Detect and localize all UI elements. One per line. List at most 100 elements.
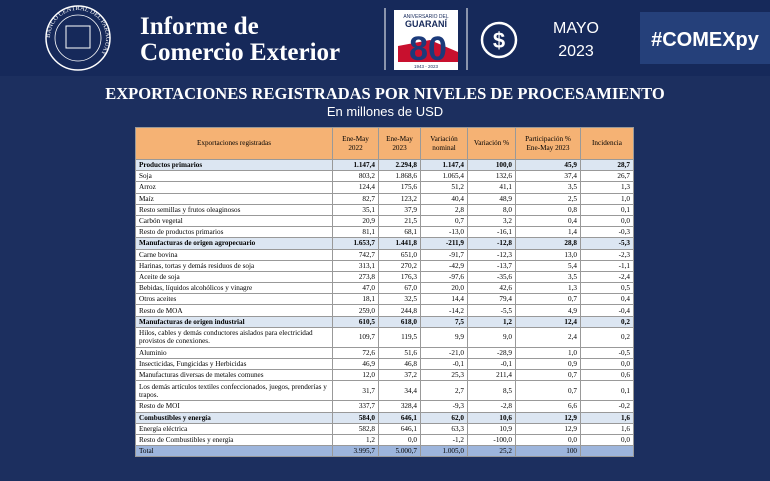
anniv-years: 1943 - 2023 bbox=[414, 64, 439, 69]
table-cell: Otros aceites bbox=[135, 293, 333, 306]
table-cell: 119,5 bbox=[378, 326, 421, 348]
table-cell: 47,0 bbox=[332, 282, 379, 295]
column-header: Variación % bbox=[467, 127, 516, 160]
table-cell: 26,7 bbox=[580, 170, 634, 183]
table-cell: 175,6 bbox=[378, 181, 421, 194]
table-cell: 3,2 bbox=[467, 214, 516, 228]
table-cell: 51,6 bbox=[378, 346, 421, 360]
table-cell: 0,9 bbox=[515, 357, 581, 371]
table-cell: Resto de productos primarios bbox=[135, 226, 333, 239]
table-cell: 25,3 bbox=[420, 369, 468, 382]
table-cell: 1,2 bbox=[332, 433, 379, 447]
dollar-icon bbox=[480, 21, 518, 59]
table-cell: -0,3 bbox=[580, 226, 634, 239]
table-cell: 41,1 bbox=[467, 181, 516, 194]
table-cell: 28,7 bbox=[580, 158, 634, 172]
month: MAYO bbox=[553, 20, 599, 37]
table-cell: 0,0 bbox=[378, 433, 421, 447]
column-header: Variación nominal bbox=[420, 127, 468, 160]
table-row: Los demás artículos textiles confecciona… bbox=[135, 380, 634, 402]
table-cell: -1,1 bbox=[580, 259, 634, 272]
table-row: Manufacturas de origen industrial 610,5 61… bbox=[135, 315, 634, 328]
table-cell: -13,7 bbox=[467, 259, 516, 272]
table-cell: 273,8 bbox=[332, 270, 379, 284]
table-row: Hilos, cables y demás conductores aislad… bbox=[135, 326, 634, 348]
table-cell: 12,9 bbox=[515, 422, 581, 435]
table-cell: 211,4 bbox=[467, 369, 516, 382]
table-cell: 12,9 bbox=[515, 411, 581, 424]
table-cell: 81,1 bbox=[332, 226, 379, 239]
table-cell: Combustibles y energía bbox=[135, 411, 333, 424]
table-cell: -21,0 bbox=[420, 346, 468, 360]
table-cell: 46,8 bbox=[378, 357, 421, 371]
table-cell: 1,0 bbox=[580, 192, 634, 205]
table-cell: 1.868,6 bbox=[378, 170, 421, 183]
table-row: Resto de productos primarios 81,1 68,1 -13,… bbox=[135, 226, 634, 239]
table-cell: 124,4 bbox=[332, 181, 379, 194]
table-cell: 20,9 bbox=[332, 214, 379, 228]
table-title: EXPORTACIONES REGISTRADAS POR NIVELES DE… bbox=[105, 84, 665, 103]
table-cell: 0,8 bbox=[515, 203, 581, 216]
table-row: Aluminio 72,6 51,6 -21,0 -28,9 1,0 -0,5 bbox=[135, 346, 634, 360]
table-cell: -91,7 bbox=[420, 248, 468, 261]
table-cell: 1.005,0 bbox=[420, 445, 468, 458]
table-cell: -0,5 bbox=[580, 346, 634, 360]
table-row: Resto de Combustibles y energía 1,2 0,0 -1,… bbox=[135, 433, 634, 447]
table-cell: 1,6 bbox=[580, 422, 634, 435]
header-graphics: BANCO CENTRAL DEL PARAGUAY ANIVERSARIO D… bbox=[45, 5, 770, 71]
table-row: Otros aceites 18,1 32,5 14,4 79,4 0,7 0,4 bbox=[135, 293, 634, 306]
table-cell: 100 bbox=[515, 445, 581, 458]
table-cell: 34,4 bbox=[378, 380, 421, 402]
table-row: Carne bovina 742,7 651,0 -91,7 -12,3 13,0 -2,3 bbox=[135, 248, 634, 261]
table-cell: 37,4 bbox=[515, 170, 581, 183]
table-cell: Manufacturas de origen agropecuario bbox=[135, 237, 333, 250]
logo-ring bbox=[45, 5, 111, 71]
table-cell: 337,7 bbox=[332, 400, 379, 413]
table-cell: -5,3 bbox=[580, 237, 634, 250]
table-cell: -1,2 bbox=[420, 433, 468, 447]
logo-text: BANCO CENTRAL DEL PARAGUAY bbox=[45, 5, 111, 57]
table-cell: 0,2 bbox=[580, 315, 634, 328]
table-cell: 35,1 bbox=[332, 203, 379, 216]
table-cell: 270,2 bbox=[378, 259, 421, 272]
table-cell: 7,5 bbox=[420, 315, 468, 328]
table-row: Resto semillas y frutos oleaginosos 35,1 3… bbox=[135, 203, 634, 216]
table-cell: 0,1 bbox=[580, 203, 634, 216]
table-cell: 62,0 bbox=[420, 411, 468, 424]
table-cell: -12,8 bbox=[467, 237, 516, 250]
table-cell: -42,9 bbox=[420, 259, 468, 272]
table-cell: Arroz bbox=[135, 181, 333, 194]
table-cell: 3.995,7 bbox=[332, 445, 379, 458]
table-cell: -12,3 bbox=[467, 248, 516, 261]
table-cell: 1,3 bbox=[580, 181, 634, 194]
table-row: Resto de MOI 337,7 328,4 -9,3 -2,8 6,6 -0,2 bbox=[135, 400, 634, 413]
flag-red bbox=[398, 40, 458, 62]
table-cell: Resto de MOA bbox=[135, 304, 333, 317]
hashtag-box bbox=[640, 12, 770, 64]
anniv-top: ANIVERSARIO DEL bbox=[403, 14, 449, 20]
table-cell: 31,7 bbox=[332, 380, 379, 402]
table-cell: 646,1 bbox=[378, 411, 421, 424]
table-cell: 12,0 bbox=[332, 369, 379, 382]
table-cell: 1.441,8 bbox=[378, 237, 421, 250]
table-cell: -13,0 bbox=[420, 226, 468, 239]
table-cell: 244,8 bbox=[378, 304, 421, 317]
report-title: Comercio Exterior bbox=[140, 39, 341, 66]
table-cell: 1.653,7 bbox=[332, 237, 379, 250]
column-header: Incidencia bbox=[580, 127, 634, 160]
table-cell: 5,4 bbox=[515, 259, 581, 272]
table-cell: 259,0 bbox=[332, 304, 379, 317]
table-cell: -5,5 bbox=[467, 304, 516, 317]
table-cell: 0,7 bbox=[420, 214, 468, 228]
table-cell: 10,9 bbox=[467, 422, 516, 435]
table-cell: 0,4 bbox=[580, 293, 634, 306]
table-cell: 8,5 bbox=[467, 380, 516, 402]
exports-table: Exportaciones registradas Ene-May 2022 Ene… bbox=[135, 127, 634, 458]
table-cell: 3,5 bbox=[515, 270, 581, 284]
table-cell: 68,1 bbox=[378, 226, 421, 239]
table-cell: 0,7 bbox=[515, 380, 581, 402]
table-cell: -2,4 bbox=[580, 270, 634, 284]
table-cell: 45,9 bbox=[515, 158, 581, 172]
table-row: Carbón vegetal 20,9 21,5 0,7 3,2 0,4 0,0 bbox=[135, 214, 634, 228]
anniv-brand: GUARANÍ bbox=[405, 19, 447, 29]
